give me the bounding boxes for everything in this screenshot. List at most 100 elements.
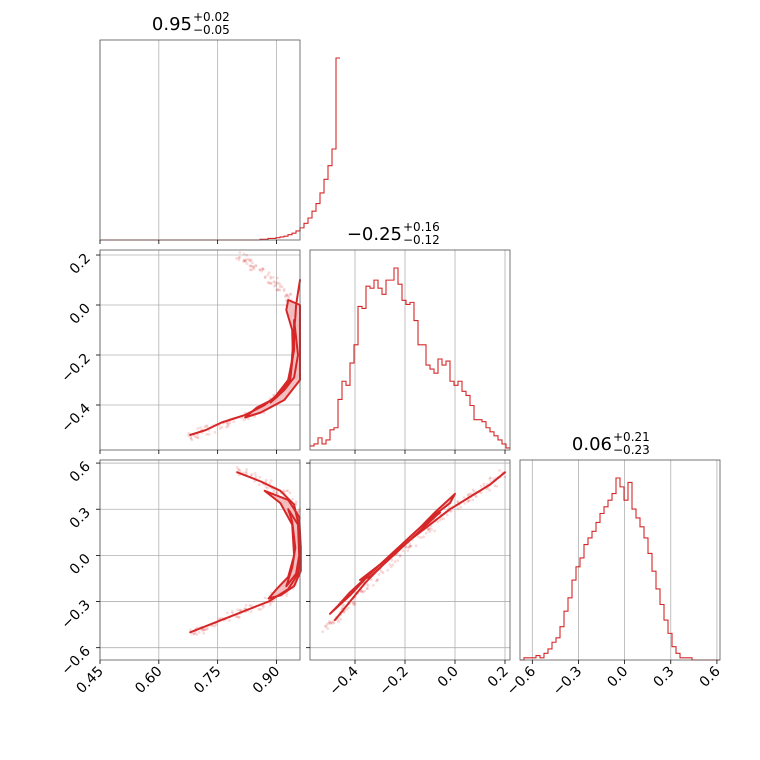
scatter-point	[225, 421, 229, 425]
scatter-point	[257, 607, 261, 611]
scatter-point	[213, 624, 217, 628]
scatter-point	[213, 431, 217, 434]
scatter-point	[280, 285, 284, 289]
scatter-point	[456, 500, 460, 503]
scatter-point	[488, 488, 491, 492]
scatter-point	[278, 282, 282, 286]
param-title-3-median: 0.06	[572, 434, 612, 455]
scatter-point	[237, 258, 241, 262]
scatter-point	[253, 415, 257, 418]
scatter-point	[248, 259, 252, 263]
y-tick-label: 0.0	[67, 301, 94, 328]
scatter-point	[189, 435, 193, 439]
scatter-point	[250, 473, 254, 476]
scatter-point	[237, 615, 240, 619]
scatter-point	[389, 565, 393, 569]
scatter-point	[275, 288, 279, 292]
scatter-point	[337, 620, 341, 624]
scatter-point	[401, 549, 405, 553]
panel-frame-2-1	[309, 459, 511, 661]
scatter-point	[381, 571, 385, 575]
scatter-point	[273, 281, 277, 284]
scatter-point	[272, 280, 276, 284]
scatter-point	[285, 489, 288, 493]
scatter-point	[192, 632, 196, 636]
scatter-point	[479, 491, 483, 495]
scatter-point	[272, 393, 276, 397]
scatter-point	[288, 491, 292, 495]
scatter-point	[249, 264, 253, 268]
scatter-point	[218, 427, 222, 430]
x-tick-label: 0.3	[651, 664, 678, 691]
scatter-point	[227, 619, 231, 622]
scatter-point	[242, 258, 246, 262]
scatter-point	[438, 518, 442, 522]
scatter-point	[244, 258, 248, 261]
scatter-point	[252, 265, 256, 269]
scatter-point	[398, 555, 402, 558]
scatter-point	[258, 268, 262, 271]
scatter-point	[352, 601, 356, 604]
scatter-point	[321, 630, 325, 634]
x-tick-label: −0.2	[376, 664, 411, 699]
scatter-point	[351, 602, 355, 605]
scatter-point	[430, 528, 433, 531]
scatter-point	[238, 608, 242, 612]
panel-frame-0-0	[99, 39, 301, 241]
scatter-point	[493, 484, 497, 487]
scatter-point	[482, 482, 486, 486]
scatter-point	[186, 434, 190, 437]
scatter-point	[376, 578, 379, 582]
x-tick-label: −0.3	[550, 664, 585, 699]
x-tick-label: 0.75	[191, 664, 224, 697]
x-tick-label: 0.90	[250, 664, 283, 697]
scatter-point	[396, 559, 400, 562]
scatter-point	[238, 255, 242, 259]
scatter-point	[252, 266, 255, 269]
scatter-point	[428, 530, 432, 533]
x-tick-label: 0.0	[435, 664, 462, 691]
scatter-point	[238, 251, 242, 254]
scatter-point	[236, 608, 240, 611]
param-title-1-minus: −0.05	[193, 23, 230, 37]
scatter-point	[258, 475, 262, 479]
y-tick-label: −0.3	[58, 597, 93, 632]
histogram-3-step	[520, 477, 720, 661]
scatter-point	[474, 495, 478, 499]
titles-layer: 0.95 +0.02−0.05 −0.25 +0.16−0.12 0.06 +0.21−0…	[152, 10, 650, 457]
scatter-point	[365, 582, 369, 586]
scatter-point	[466, 500, 469, 504]
scatter-point	[244, 603, 248, 607]
scatter-point	[254, 263, 258, 267]
scatter-point	[267, 271, 271, 275]
scatter-point	[409, 544, 413, 548]
param-title-1-plus: +0.02	[193, 10, 230, 24]
scatter-point	[284, 294, 288, 297]
scatter-point	[234, 615, 238, 618]
scatter-point	[328, 621, 332, 625]
scatter-point	[245, 253, 249, 257]
x-tick-label: 0.0	[604, 664, 631, 691]
scatter-point	[286, 293, 289, 297]
grid-layer	[99, 40, 718, 660]
ticks-layer: −0.4−0.20.00.20.45 0.60 0.75 0.90−0.6−0.30.…	[58, 240, 724, 699]
scatter-point	[417, 535, 421, 539]
scatter-point	[204, 628, 207, 632]
scatter-point	[242, 252, 246, 256]
scatter-point	[230, 610, 234, 613]
density-ridge-2	[189, 471, 301, 634]
scatter-point	[339, 617, 343, 621]
scatter-point	[422, 535, 426, 539]
scatter-point	[196, 427, 200, 431]
scatter-point	[409, 544, 412, 548]
scatter-point	[226, 611, 229, 615]
scatter-point	[366, 584, 370, 587]
scatter-point	[345, 608, 348, 611]
panel-frame-2-2	[519, 459, 721, 661]
scatter-point	[326, 627, 330, 631]
scatter-point	[272, 284, 276, 288]
scatter-point	[267, 281, 271, 285]
density-ridge-1	[189, 279, 301, 436]
scatter-point	[245, 262, 249, 265]
param-title-2-minus: −0.12	[403, 233, 440, 247]
